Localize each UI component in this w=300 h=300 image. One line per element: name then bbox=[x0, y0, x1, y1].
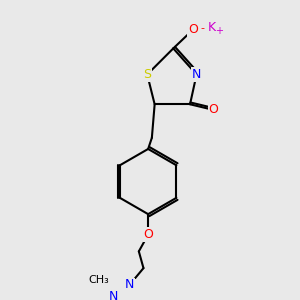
Text: CH₃: CH₃ bbox=[88, 275, 109, 285]
Text: S: S bbox=[143, 68, 151, 81]
Text: O: O bbox=[208, 103, 218, 116]
Text: O: O bbox=[188, 23, 198, 36]
Text: N: N bbox=[192, 68, 201, 81]
Text: -: - bbox=[200, 23, 204, 33]
Text: N: N bbox=[109, 290, 119, 300]
Text: O: O bbox=[143, 228, 153, 241]
Text: K: K bbox=[208, 21, 216, 34]
Text: N: N bbox=[125, 278, 134, 291]
Text: +: + bbox=[215, 26, 223, 36]
